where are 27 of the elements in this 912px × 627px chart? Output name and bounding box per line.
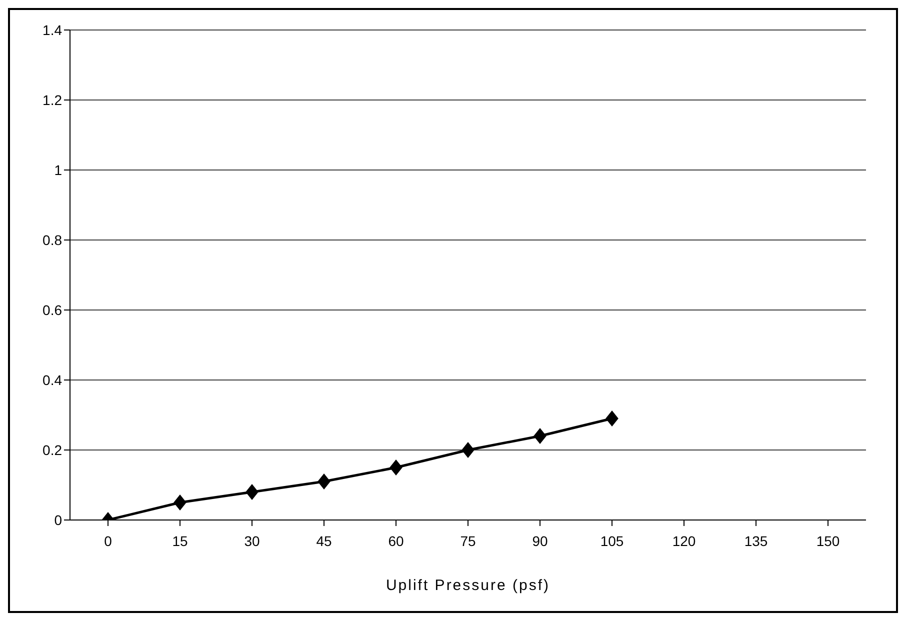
x-tick-label: 150 [816, 532, 840, 549]
y-tick-label: 1 [54, 162, 62, 178]
y-tick-label: 0.8 [42, 232, 62, 248]
point [318, 474, 330, 490]
point [462, 442, 474, 458]
y-tick-label: 0.6 [42, 302, 62, 318]
point [606, 410, 618, 426]
y-tick-label: 0.4 [42, 372, 62, 388]
x-tick-label: 0 [104, 532, 112, 549]
x-tick-label: 105 [600, 532, 624, 549]
x-tick-label: 75 [460, 532, 476, 549]
x-tick-label: 135 [744, 532, 768, 549]
x-tick-label: 15 [172, 532, 188, 549]
point [246, 484, 258, 500]
x-tick-label: 120 [672, 532, 696, 549]
y-tick-label: 1.4 [42, 22, 62, 38]
y-tick-label: 0 [54, 512, 62, 528]
y-tick-label: 0.2 [42, 442, 62, 458]
point [390, 460, 402, 476]
x-tick-label: 45 [316, 532, 332, 549]
x-tick-label: 30 [244, 532, 260, 549]
x-tick-label: 90 [532, 532, 548, 549]
point [174, 494, 186, 510]
point [534, 428, 546, 444]
x-axis-title: Uplift Pressure (psf) [386, 577, 550, 594]
x-tick-label: 60 [388, 532, 404, 549]
y-tick-label: 1.2 [42, 92, 62, 108]
